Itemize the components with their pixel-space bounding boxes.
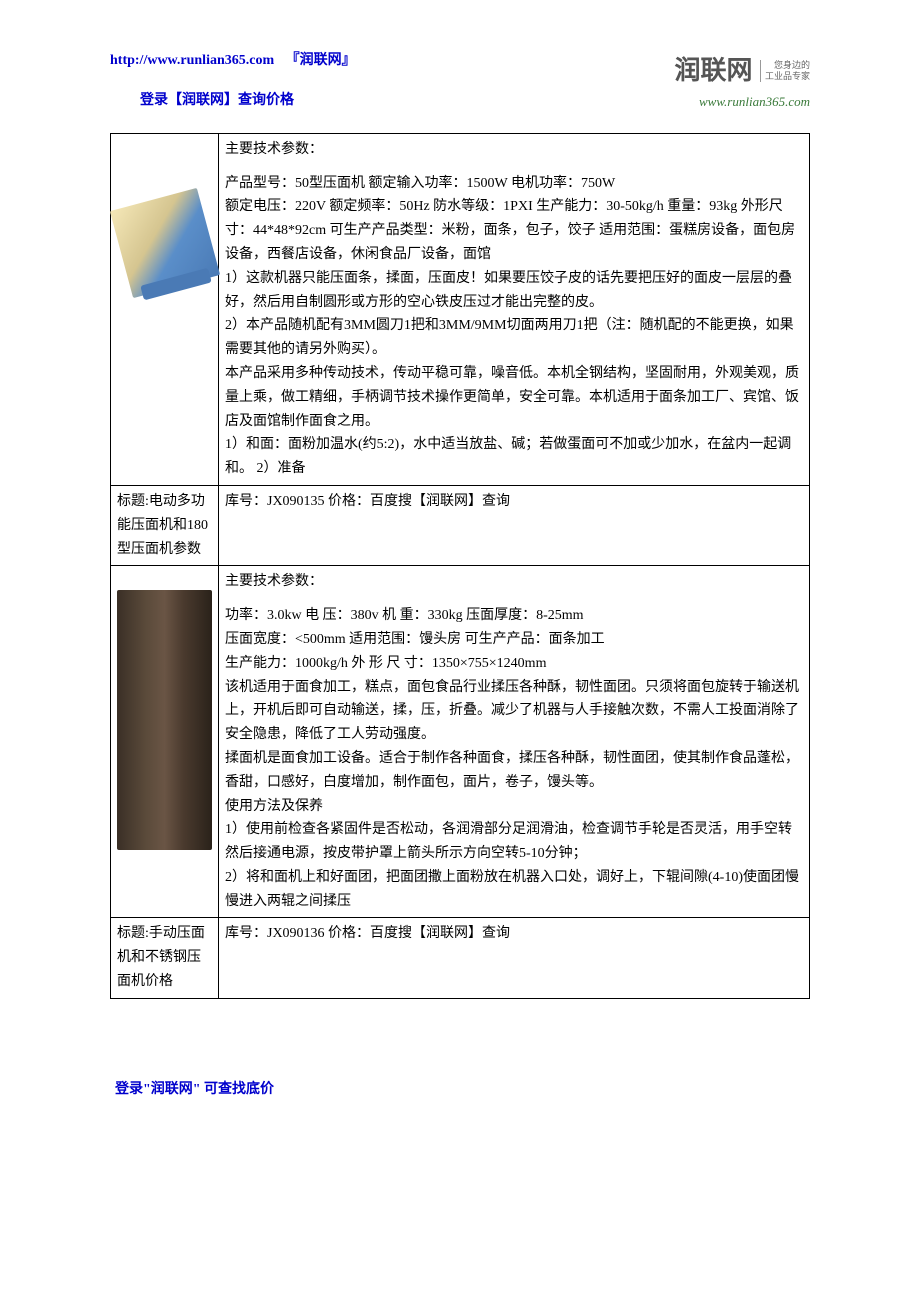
product-1-sku-cell: 库号：JX090135 价格：百度搜【润联网】查询: [219, 485, 810, 565]
product-1-spec-header: 主要技术参数：: [225, 138, 803, 162]
product-1-spec-cell: 主要技术参数： 产品型号：50型压面机 额定输入功率：1500W 电机功率：75…: [219, 133, 810, 485]
product-2-image-cell: [111, 566, 219, 918]
logo-url[interactable]: www.runlian365.com: [590, 92, 810, 113]
header-brand: 『润联网』: [286, 53, 356, 68]
product-2-spec-cell: 主要技术参数： 功率：3.0kw 电 压：380v 机 重：330kg 压面厚度…: [219, 566, 810, 918]
product-1-image: [109, 188, 219, 298]
header-login-text: 登录【润联网】查询价格: [140, 90, 356, 112]
product-1-spec-row: 主要技术参数： 产品型号：50型压面机 额定输入功率：1500W 电机功率：75…: [111, 133, 810, 485]
product-1-title-row: 标题:电动多功能压面机和180型压面机参数 库号：JX090135 价格：百度搜…: [111, 485, 810, 565]
product-table: 主要技术参数： 产品型号：50型压面机 额定输入功率：1500W 电机功率：75…: [110, 133, 810, 999]
product-1-title-cell: 标题:电动多功能压面机和180型压面机参数: [111, 485, 219, 565]
product-2-spec-row: 主要技术参数： 功率：3.0kw 电 压：380v 机 重：330kg 压面厚度…: [111, 566, 810, 918]
product-2-title-row: 标题:手动压面机和不锈钢压面机价格 库号：JX090136 价格：百度搜【润联网…: [111, 918, 810, 998]
product-2-spec-body: 功率：3.0kw 电 压：380v 机 重：330kg 压面厚度：8-25mm …: [225, 604, 803, 913]
header-left: http://www.runlian365.com 『润联网』 登录【润联网】查…: [110, 50, 356, 113]
product-2-image: [117, 590, 212, 850]
product-2-spec-header: 主要技术参数：: [225, 570, 803, 594]
header-url[interactable]: http://www.runlian365.com: [110, 53, 274, 68]
product-2-sku-cell: 库号：JX090136 价格：百度搜【润联网】查询: [219, 918, 810, 998]
logo-top-row: 润联网 您身边的工业品专家: [590, 50, 810, 92]
product-1-spec-body: 产品型号：50型压面机 额定输入功率：1500W 电机功率：750W 额定电压：…: [225, 172, 803, 481]
logo-title: 润联网: [674, 50, 752, 92]
product-1-image-cell: [111, 133, 219, 485]
page-header: http://www.runlian365.com 『润联网』 登录【润联网】查…: [110, 50, 810, 113]
header-url-line: http://www.runlian365.com 『润联网』: [110, 50, 356, 72]
product-2-title-cell: 标题:手动压面机和不锈钢压面机价格: [111, 918, 219, 998]
logo-tagline: 您身边的工业品专家: [760, 60, 810, 82]
footer-text: 登录"润联网" 可查找底价: [115, 1079, 810, 1101]
logo-area: 润联网 您身边的工业品专家 www.runlian365.com: [590, 50, 810, 112]
